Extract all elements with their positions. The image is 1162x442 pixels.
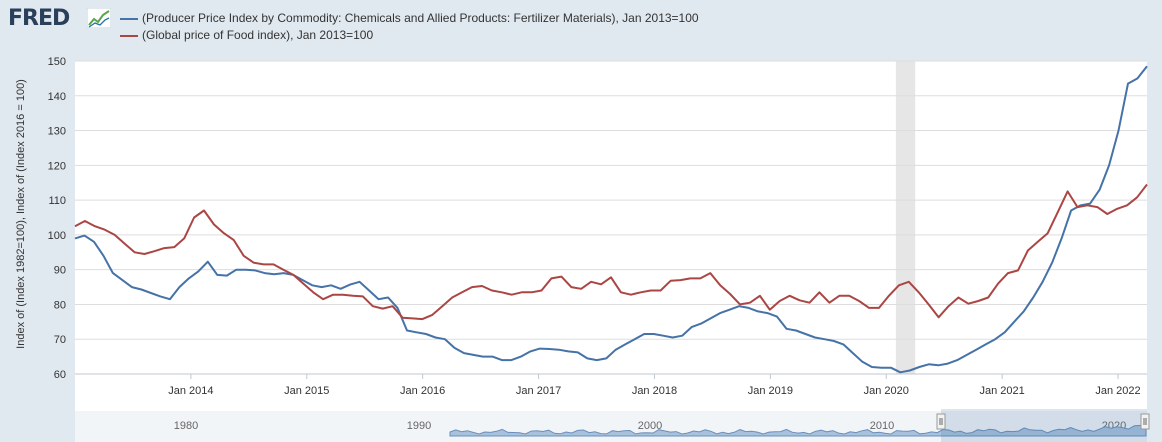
navigator-selection[interactable] [941,409,1147,442]
legend-label-food-index: (Global price of Food index), Jan 2013=1… [142,28,374,42]
line-chart-icon [87,8,111,28]
y-tick-label: 80 [54,299,66,311]
y-tick-label: 110 [48,195,66,207]
recession-layer [895,61,916,374]
series-layer [74,65,1148,374]
y-axis: 60 70 80 90 100 110 120 130 140 150 [48,56,66,381]
x-tick-label: Jan 2016 [400,385,445,397]
x-tick-label: Jan 2015 [284,385,329,397]
x-tick-label: Jan 2014 [168,385,213,397]
chart-header: FRED (Producer Price Index by Commodity:… [0,0,1162,50]
legend-swatch-red [120,34,138,37]
navigator-tick-label: 2010 [870,420,894,432]
recession-band [895,61,916,374]
series-line-2[interactable] [74,183,1148,321]
y-tick-label: 90 [54,265,66,277]
y-tick-label: 100 [48,230,66,242]
x-tick-label: Jan 2019 [748,385,793,397]
y-tick-label: 130 [48,126,66,138]
y-tick-label: 140 [48,91,66,103]
navigator-series-area [449,423,1147,437]
legend-label-fertilizer-ppi: (Producer Price Index by Commodity: Chem… [142,11,699,25]
navigator-tick-label: 1990 [407,420,431,432]
navigator-tick-label: 1980 [174,420,198,432]
x-tick-label: Jan 2022 [1095,385,1140,397]
y-tick-label: 60 [54,369,66,381]
plot-background [75,61,1147,411]
series-line-1[interactable] [74,65,1148,374]
x-tick-label: Jan 2021 [980,385,1025,397]
y-tick-label: 120 [48,160,66,172]
y-tick-label: 150 [48,56,66,68]
x-tick-label: Jan 2018 [632,385,677,397]
navigator-background [75,411,1147,442]
x-tick-label: Jan 2020 [864,385,909,397]
legend-swatch-blue [120,17,138,20]
navigator-tick-label: 2000 [638,420,662,432]
navigator[interactable]: 1980 1990 2000 2010 2020 [75,409,1150,442]
x-axis: Jan 2014 Jan 2015 Jan 2016 Jan 2017 Jan 2018… [75,373,1147,397]
y-tick-label: 70 [54,334,66,346]
legend-item-fertilizer-ppi[interactable]: (Producer Price Index by Commodity: Chem… [120,11,699,29]
fred-logo[interactable]: FRED [8,6,70,31]
legend-item-food-index[interactable]: (Global price of Food index), Jan 2013=1… [120,28,373,46]
y-axis-label: Index of (Index 1982=100), Index of (Ind… [15,79,27,349]
x-tick-label: Jan 2017 [516,385,561,397]
navigator-handle-right[interactable] [1140,413,1150,430]
navigator-handle-left[interactable] [936,413,946,430]
